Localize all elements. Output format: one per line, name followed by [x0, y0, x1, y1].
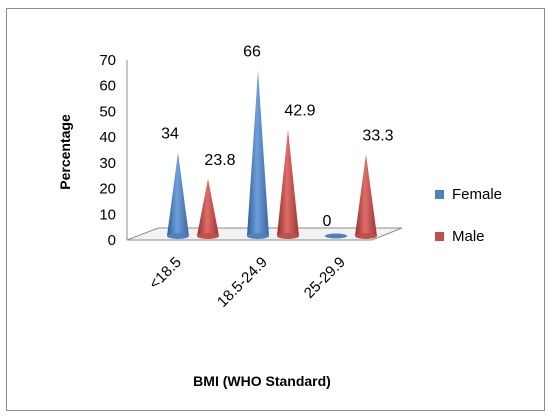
bar-base	[277, 233, 299, 239]
bar-female	[167, 152, 189, 236]
y-tick-label: 70	[99, 52, 116, 69]
y-tick-label: 20	[99, 181, 116, 198]
bar-male	[277, 129, 299, 236]
legend-swatch-female	[435, 190, 444, 199]
y-tick-label: 60	[99, 78, 116, 95]
legend-label-female: Female	[452, 186, 502, 203]
y-tick-label: 40	[99, 129, 116, 146]
y-tick-label: 50	[99, 103, 116, 120]
legend-swatch-male	[435, 232, 444, 241]
data-label: 42.9	[284, 103, 315, 120]
chart-frame	[6, 8, 545, 411]
data-label: 0	[323, 213, 332, 230]
y-axis-title: Percentage	[57, 114, 73, 190]
y-tick-label: 30	[99, 155, 116, 172]
bar-base	[197, 233, 219, 239]
legend-label-male: Male	[452, 228, 485, 245]
data-label: 33.3	[362, 127, 393, 144]
data-label: 23.8	[204, 152, 235, 169]
bar-male	[197, 178, 219, 236]
y-tick-label: 10	[99, 206, 116, 223]
bar-male	[355, 154, 377, 236]
x-tick-label: 18.5-24.9	[214, 254, 271, 311]
x-tick-label: 25-29.9	[301, 254, 349, 302]
bar-base	[167, 233, 189, 239]
bar-base	[247, 233, 269, 239]
bar-female	[247, 70, 269, 237]
y-tick-label: 0	[108, 232, 116, 249]
x-tick-label: <18.5	[146, 254, 185, 293]
data-label: 66	[243, 43, 261, 60]
legend: Female Male	[435, 186, 502, 245]
bar-female-zero	[325, 233, 347, 239]
data-label: 34	[161, 126, 179, 143]
x-axis-title: BMI (WHO Standard)	[193, 373, 331, 389]
bar-base	[355, 233, 377, 239]
